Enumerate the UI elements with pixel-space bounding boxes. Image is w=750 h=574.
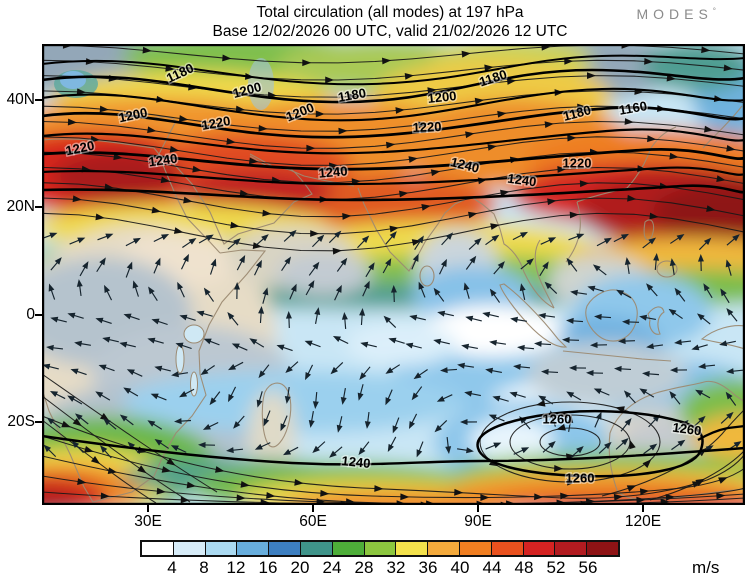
- height-contours: [42, 54, 745, 478]
- contour-label: 1260: [672, 420, 703, 439]
- contour-label: 1220: [200, 113, 231, 133]
- colorbar-cell-7: [364, 542, 397, 555]
- x-axis-tick: [312, 505, 314, 512]
- map-border: [42, 44, 745, 505]
- page-title: Total circulation (all modes) at 197 hPa: [256, 4, 524, 21]
- contour-label: 1260: [566, 471, 595, 486]
- colorbar-label-56: 56: [578, 558, 598, 574]
- page-subtitle: Base 12/02/2026 00 UTC, valid 21/02/2026…: [212, 23, 568, 40]
- y-axis-label-20N: 20N: [6, 198, 35, 215]
- modes-logo: MODES°: [636, 6, 716, 22]
- contour-label: 1180: [337, 85, 367, 105]
- contour-label: 1240: [341, 453, 371, 471]
- chart-title-block: Total circulation (all modes) at 197 hPa…: [30, 3, 750, 41]
- colorbar-cell-3: [237, 542, 270, 555]
- contour-label: 1240: [507, 171, 538, 190]
- colorbar-label-44: 44: [482, 558, 502, 574]
- colorbar-cell-14: [587, 542, 618, 555]
- colorbar-label-20: 20: [290, 558, 310, 574]
- wind-vectors: [42, 229, 744, 459]
- colorbar-label-8: 8: [199, 558, 209, 574]
- streamlines: [42, 44, 745, 505]
- x-axis-label-30E: 30E: [134, 513, 162, 530]
- colorbar-label-52: 52: [546, 558, 566, 574]
- x-axis-label-60E: 60E: [299, 513, 327, 530]
- y-axis-label-40N: 40N: [6, 91, 35, 108]
- colorbar-label-36: 36: [418, 558, 438, 574]
- contour-label: 1240: [318, 163, 348, 180]
- contour-label: 1200: [427, 88, 457, 106]
- contour-label: 1240: [148, 151, 179, 170]
- colorbar-label-28: 28: [354, 558, 374, 574]
- y-axis-tick: [35, 314, 42, 316]
- y-axis-label-20S: 20S: [7, 413, 35, 430]
- y-axis-label-0: 0: [26, 306, 35, 323]
- x-axis-tick: [642, 505, 644, 512]
- colorbar: [140, 540, 620, 557]
- y-axis-tick: [35, 99, 42, 101]
- x-axis-label-90E: 90E: [464, 513, 492, 530]
- colorbar-label-48: 48: [514, 558, 534, 574]
- colorbar-cell-10: [459, 542, 492, 555]
- colorbar-label-24: 24: [322, 558, 342, 574]
- colorbar-label-32: 32: [386, 558, 406, 574]
- colorbar-label-40: 40: [450, 558, 470, 574]
- colorbar-cell-12: [523, 542, 556, 555]
- contour-label: 1160: [618, 98, 648, 118]
- colorbar-unit: m/s: [692, 558, 720, 574]
- y-axis-tick: [35, 421, 42, 423]
- colorbar-cell-0: [142, 542, 174, 555]
- colorbar-cell-11: [491, 542, 524, 555]
- colorbar-cell-8: [396, 542, 429, 555]
- colorbar-cell-6: [332, 542, 365, 555]
- colorbar-cell-4: [269, 542, 301, 555]
- contour-label: 1220: [412, 119, 441, 135]
- contour-label: 1220: [563, 156, 592, 171]
- y-axis-tick: [35, 206, 42, 208]
- colorbar-cell-1: [173, 542, 206, 555]
- colorbar-cell-9: [428, 542, 460, 555]
- x-axis-tick: [147, 505, 149, 512]
- colorbar-cell-5: [300, 542, 333, 555]
- contour-label: 1260: [543, 412, 572, 427]
- colorbar-cell-13: [555, 542, 588, 555]
- logo-degree-mark: °: [712, 6, 716, 16]
- x-axis-tick: [477, 505, 479, 512]
- colorbar-label-12: 12: [226, 558, 246, 574]
- colorbar-cell-2: [205, 542, 238, 555]
- x-axis-label-120E: 120E: [624, 513, 662, 530]
- colorbar-label-16: 16: [258, 558, 278, 574]
- colorbar-label-4: 4: [167, 558, 177, 574]
